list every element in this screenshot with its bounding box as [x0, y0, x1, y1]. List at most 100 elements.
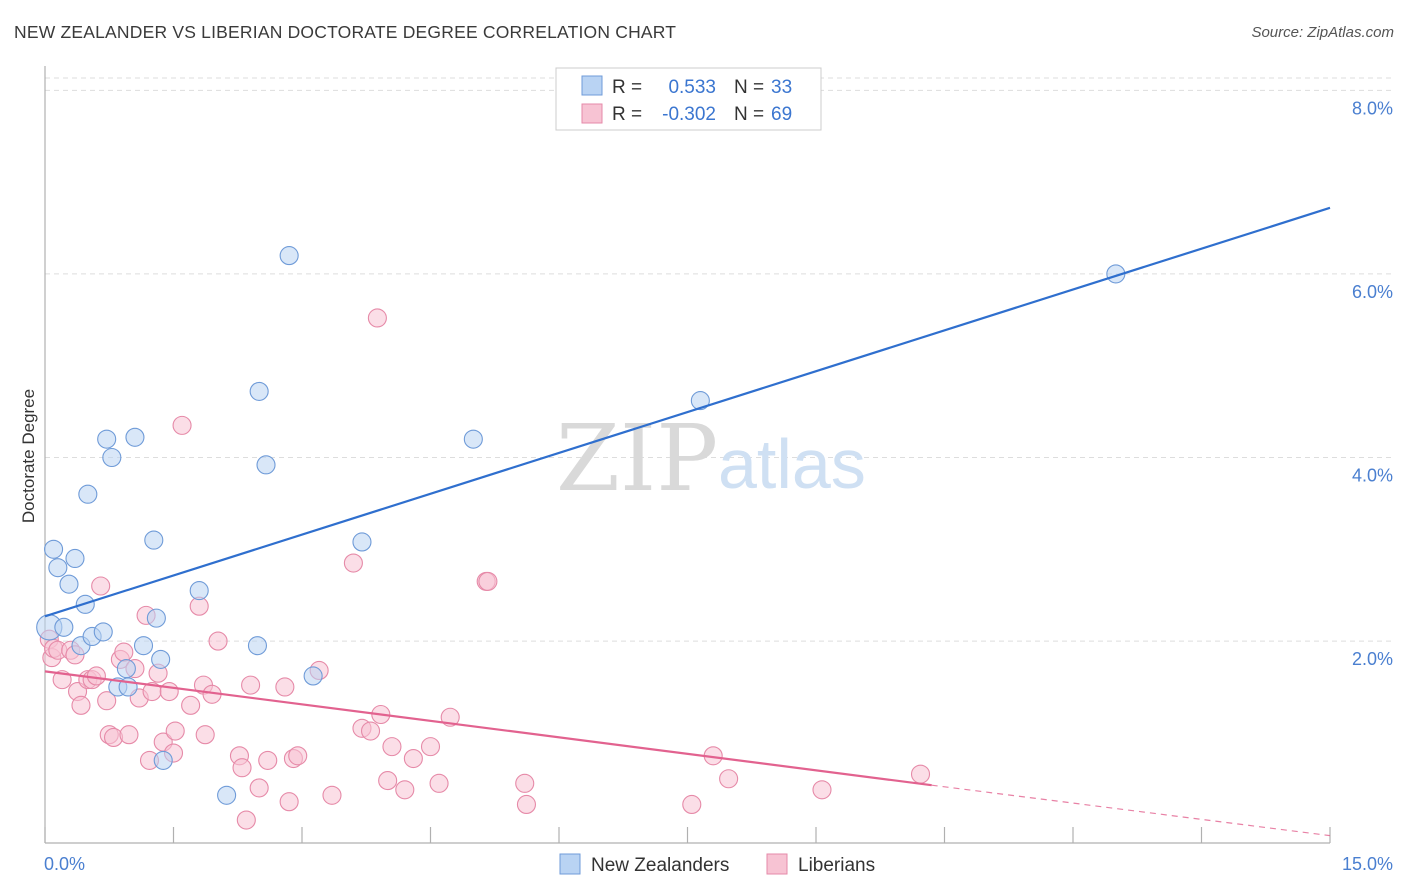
y-tick-label-2: 6.0%: [1352, 282, 1393, 302]
new-zealander-point-4: [59, 574, 79, 594]
new-zealander-point-2: [48, 558, 68, 578]
liberian-point-43: [279, 792, 299, 812]
liberian-point-58: [429, 773, 449, 793]
liberian-point-53: [378, 771, 398, 791]
y-axis-label: Doctorate Degree: [19, 389, 38, 523]
legend-r-label-1: R =: [612, 77, 642, 98]
legend-n-label-1: N =: [734, 77, 764, 98]
liberian-point-17: [114, 642, 134, 662]
legend-swatch-blue: [581, 75, 603, 96]
liberian-point-64: [682, 794, 702, 815]
legend-r-value-2: -0.302: [662, 104, 716, 125]
series-legend-swatch-pink: [766, 853, 788, 875]
liberian-point-37: [232, 758, 252, 778]
liberian-point-12: [91, 576, 111, 596]
new-zealander-point-16: [125, 427, 145, 447]
axes: [44, 66, 1331, 844]
liberian-point-13: [97, 691, 117, 711]
liberian-point-63: [516, 794, 536, 815]
legend-r-label-2: R =: [612, 104, 642, 125]
new-zealander-point-30: [463, 429, 483, 449]
new-zealander-point-23: [217, 785, 237, 805]
liberian-point-29: [172, 415, 192, 435]
y-tick-label-0: 2.0%: [1352, 649, 1393, 669]
new-zealander-point-19: [146, 608, 166, 628]
new-zealander-point-3: [54, 617, 74, 637]
series-legend-label-blue: New Zealanders: [591, 855, 729, 876]
new-zealanders-points: [36, 246, 1126, 805]
new-zealander-point-14: [116, 659, 136, 679]
liberian-point-38: [236, 810, 256, 830]
new-zealander-point-28: [303, 666, 323, 686]
liberian-point-54: [382, 737, 402, 757]
stats-legend: R = 0.533 N = 33 R = -0.302 N = 69: [555, 67, 822, 131]
liberian-point-68: [910, 764, 931, 784]
trend-lines: [44, 206, 1331, 837]
liberian-point-61: [478, 571, 498, 591]
series-legend-swatch-blue: [559, 853, 581, 875]
new-zealander-point-12: [102, 447, 122, 468]
liberian-point-47: [322, 785, 342, 805]
new-zealander-point-29: [352, 532, 372, 552]
new-zealander-point-25: [249, 381, 269, 401]
liberian-point-30: [181, 695, 201, 715]
legend-r-value-1: 0.533: [668, 77, 716, 98]
x-tick-label-max: 15.0%: [1342, 854, 1393, 874]
liberian-point-11: [86, 666, 106, 686]
new-zealander-point-8: [78, 484, 98, 504]
tick-labels: 2.0% 4.0% 6.0% 8.0% 0.0% 15.0%: [44, 98, 1393, 874]
new-zealander-point-20: [151, 649, 171, 669]
liberian-point-67: [812, 780, 832, 800]
legend-swatch-pink: [581, 103, 603, 124]
x-tick-label-min: 0.0%: [44, 854, 85, 874]
new-zealander-point-22: [189, 581, 209, 601]
liberian-point-26: [159, 682, 179, 702]
new-zealander-point-21: [153, 750, 173, 770]
liberian-point-62: [515, 773, 535, 793]
liberian-point-35: [208, 631, 228, 651]
y-tick-label-3: 8.0%: [1352, 98, 1393, 118]
legend-n-value-1: 33: [771, 77, 792, 98]
liberian-point-48: [343, 553, 363, 573]
new-zealander-trend-line: [44, 206, 1331, 618]
liberian-point-8: [71, 695, 91, 715]
new-zealander-point-24: [247, 636, 268, 656]
liberian-point-50: [360, 721, 381, 741]
new-zealander-point-27: [279, 246, 299, 266]
liberians-points: [39, 308, 931, 830]
new-zealander-point-11: [97, 429, 117, 449]
new-zealander-point-31: [690, 391, 710, 411]
liberian-point-42: [275, 677, 295, 697]
legend-n-value-2: 69: [771, 104, 792, 125]
liberian-point-51: [367, 308, 387, 328]
liberian-point-39: [241, 675, 261, 695]
watermark-zip: ZIP: [556, 405, 718, 512]
legend-n-label-2: N =: [734, 104, 764, 125]
liberian-point-55: [395, 780, 415, 800]
new-zealander-point-18: [144, 530, 164, 550]
liberian-point-57: [420, 737, 441, 757]
chart-title: NEW ZEALANDER VS LIBERIAN DOCTORATE DEGR…: [14, 22, 677, 42]
liberian-point-18: [119, 725, 139, 745]
series-legend-label-pink: Liberians: [798, 855, 875, 876]
liberian-point-40: [249, 778, 269, 798]
new-zealander-point-1: [44, 539, 64, 559]
liberian-trend-line: [44, 670, 932, 787]
watermark-atlas: atlas: [718, 425, 866, 503]
source-label: Source: ZipAtlas.com: [1251, 24, 1394, 41]
new-zealander-point-10: [93, 622, 113, 642]
y-tick-label-1: 4.0%: [1352, 466, 1393, 486]
new-zealander-point-17: [133, 636, 154, 656]
liberian-point-41: [258, 750, 278, 770]
new-zealander-point-5: [65, 548, 85, 569]
liberian-point-66: [719, 769, 739, 789]
watermark: ZIP atlas: [556, 405, 866, 512]
liberian-point-56: [403, 749, 423, 769]
grid: [45, 77, 1395, 642]
liberian-point-45: [288, 746, 308, 766]
liberian-point-33: [195, 725, 215, 745]
liberian-trend-extension: [931, 784, 1331, 837]
series-legend: New Zealanders Liberians: [559, 853, 875, 876]
new-zealander-point-26: [256, 455, 276, 475]
